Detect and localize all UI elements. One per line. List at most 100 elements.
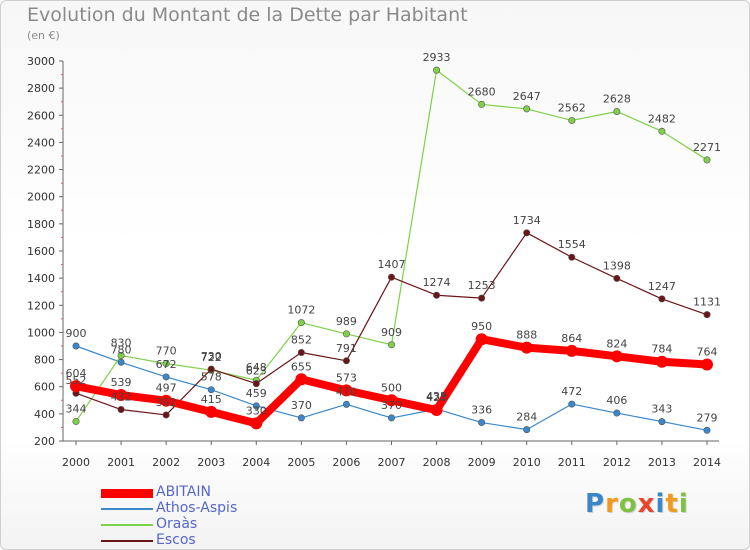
- data-point: [250, 417, 263, 430]
- data-label: 623: [246, 365, 267, 378]
- data-point: [162, 411, 170, 419]
- data-point: [655, 355, 668, 368]
- legend-item: Athos-Aspis: [101, 500, 401, 517]
- data-label: 1072: [287, 304, 315, 317]
- data-point: [613, 107, 621, 115]
- x-tick-label: 2002: [152, 456, 180, 469]
- data-label: 344: [66, 402, 87, 415]
- data-label: 780: [111, 343, 132, 356]
- logo-letter: t: [665, 489, 679, 519]
- data-point: [340, 384, 353, 397]
- data-point: [207, 386, 215, 394]
- data-point: [117, 351, 125, 359]
- data-point: [613, 409, 621, 417]
- data-point: [387, 414, 395, 422]
- logo-letter: o: [618, 489, 638, 519]
- data-label: 2933: [423, 51, 451, 64]
- data-point: [252, 380, 260, 388]
- data-label: 370: [291, 399, 312, 412]
- y-tick-label: 1800: [27, 218, 55, 231]
- data-point: [252, 402, 260, 410]
- data-label: 764: [697, 345, 718, 358]
- y-tick-label: 1000: [27, 326, 55, 339]
- legend-item: ABITAIN: [101, 484, 401, 501]
- data-label: 432: [111, 391, 132, 404]
- data-point: [701, 358, 713, 371]
- data-point: [207, 365, 215, 373]
- x-tick-label: 2012: [603, 456, 631, 469]
- data-label: 824: [606, 337, 627, 350]
- y-tick-label: 400: [34, 408, 55, 421]
- x-tick-label: 2008: [423, 456, 451, 469]
- data-label: 1247: [648, 280, 676, 293]
- data-label: 852: [291, 334, 312, 347]
- data-label: 459: [246, 387, 267, 400]
- data-label: 370: [381, 399, 402, 412]
- x-tick-label: 2004: [242, 456, 270, 469]
- data-label: 672: [156, 358, 177, 371]
- data-point: [658, 418, 666, 426]
- data-label: 573: [336, 371, 357, 384]
- x-tick-label: 2014: [693, 456, 721, 469]
- data-point: [658, 127, 666, 135]
- y-tick-label: 2600: [27, 109, 55, 122]
- legend-swatch: [101, 488, 153, 498]
- data-label: 552: [66, 374, 87, 387]
- y-tick-label: 200: [34, 435, 55, 448]
- data-label: 989: [336, 315, 357, 328]
- data-label: 2562: [558, 101, 586, 114]
- logo-letter: i: [655, 489, 666, 519]
- data-label: 279: [697, 411, 718, 424]
- x-tick-label: 2001: [107, 456, 135, 469]
- y-tick-label: 2200: [27, 164, 55, 177]
- data-point: [342, 330, 350, 338]
- data-point: [117, 406, 125, 414]
- legend-swatch: [101, 540, 153, 542]
- data-label: 830: [111, 337, 132, 350]
- data-point: [568, 116, 576, 124]
- legend-label: Athos-Aspis: [156, 500, 238, 516]
- data-point: [160, 394, 173, 407]
- data-label: 1734: [513, 214, 541, 227]
- data-point: [703, 311, 711, 319]
- legend-swatch: [101, 508, 153, 510]
- data-label: 539: [111, 376, 132, 389]
- data-label: 1554: [558, 238, 586, 251]
- x-tick-label: 2009: [468, 456, 496, 469]
- chart-title: Evolution du Montant de la Dette par Hab…: [27, 4, 468, 26]
- data-label: 415: [201, 393, 222, 406]
- data-point: [385, 394, 398, 407]
- data-label: 909: [381, 326, 402, 339]
- x-tick-label: 2005: [287, 456, 315, 469]
- data-point: [342, 400, 350, 408]
- data-label: 2271: [693, 141, 721, 154]
- data-point: [162, 360, 170, 368]
- legend: ABITAIN Athos-Aspis Oraàs Escos: [101, 484, 401, 549]
- data-point: [658, 295, 666, 303]
- data-label: 770: [156, 345, 177, 358]
- logo-letter: i: [678, 489, 689, 519]
- legend-label: Oraàs: [156, 516, 198, 532]
- data-label: 578: [201, 371, 222, 384]
- data-point: [523, 426, 531, 434]
- legend-item: Escos: [101, 532, 401, 549]
- data-label: 1398: [603, 259, 631, 272]
- data-label: 284: [516, 411, 537, 424]
- legend-swatch: [101, 524, 153, 526]
- data-point: [72, 342, 80, 350]
- data-point: [72, 417, 80, 425]
- data-point: [523, 105, 531, 113]
- data-label: 655: [291, 360, 312, 373]
- legend-label: Escos: [156, 532, 196, 548]
- data-point: [703, 156, 711, 164]
- legend-item: Oraàs: [101, 516, 401, 533]
- data-point: [475, 333, 488, 346]
- data-label: 472: [561, 385, 582, 398]
- data-label: 888: [516, 329, 537, 342]
- data-point: [297, 414, 305, 422]
- x-tick-label: 2010: [513, 456, 541, 469]
- data-label: 950: [471, 320, 492, 333]
- data-point: [478, 419, 486, 427]
- data-point: [565, 344, 578, 357]
